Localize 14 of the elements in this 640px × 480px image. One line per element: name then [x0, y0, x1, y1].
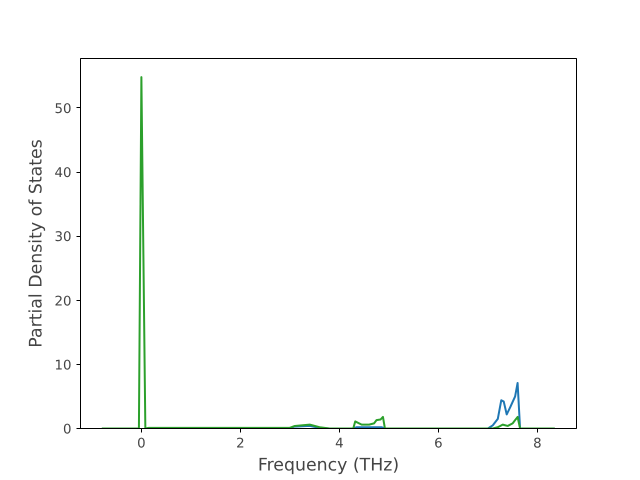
x-tick-label: 2 [236, 436, 245, 452]
x-tick-label: 4 [335, 436, 344, 452]
y-tick-label: 30 [54, 230, 72, 246]
y-tick-label: 50 [54, 102, 72, 117]
y-tick-label: 0 [63, 422, 72, 438]
x-axis-title: Frequency (THz) [258, 456, 400, 476]
x-tick-label: 8 [533, 436, 542, 452]
line-series [100, 76, 556, 428]
y-axis-title: Partial Density of States [26, 139, 47, 348]
x-tick-label: 0 [137, 436, 146, 452]
y-tick-label: 10 [54, 358, 72, 374]
y-tick-label: 40 [54, 166, 72, 181]
x-tick-label: 6 [434, 436, 443, 452]
y-tick-label: 20 [54, 294, 72, 310]
